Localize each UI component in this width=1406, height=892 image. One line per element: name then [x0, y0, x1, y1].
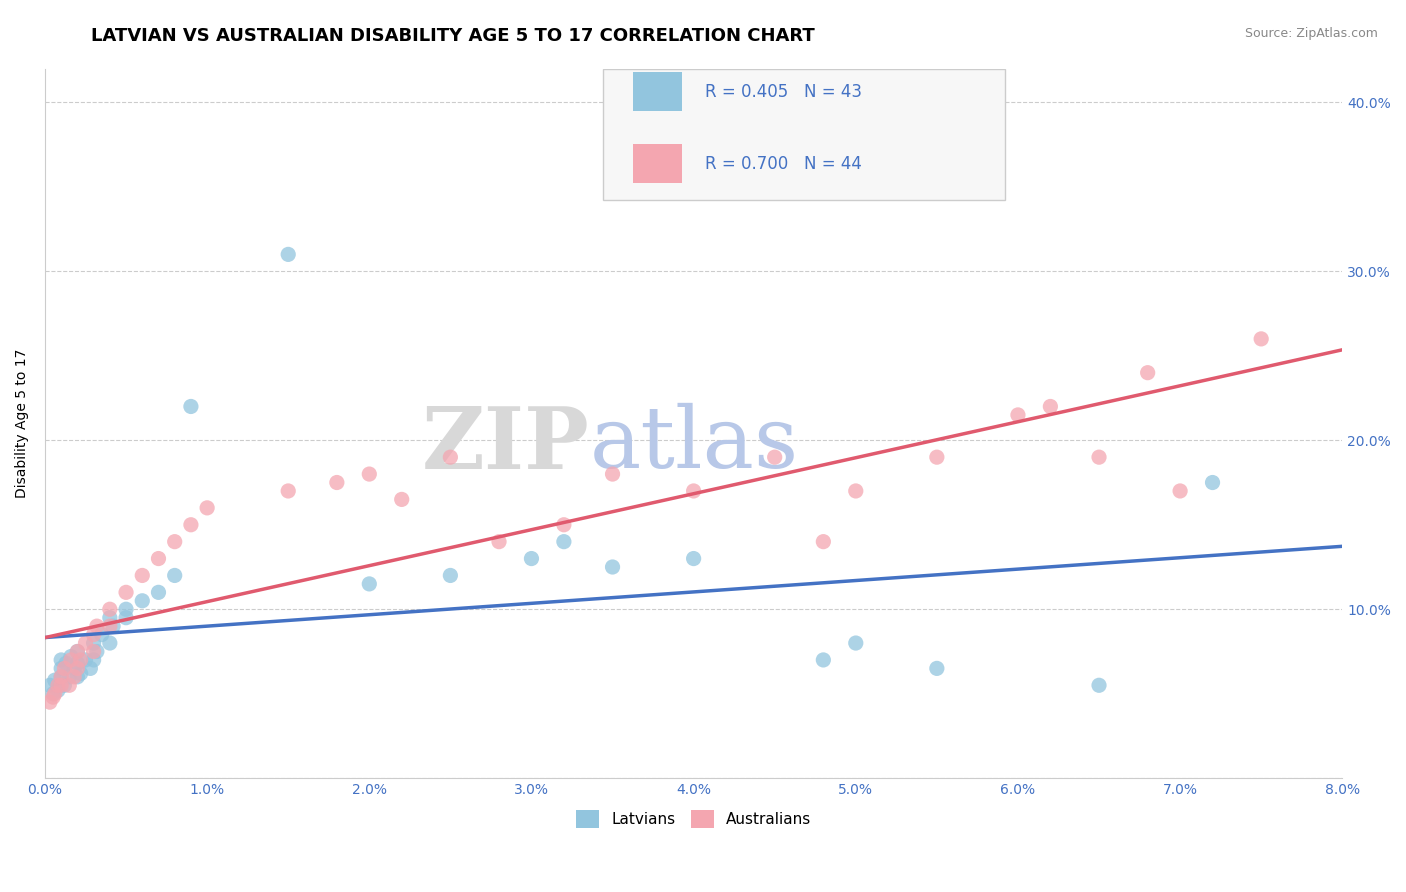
- Point: [1088, 678, 1111, 692]
- Point: [51, 661, 73, 675]
- Point: [59, 653, 82, 667]
- Point: [1039, 400, 1062, 414]
- Point: [42, 687, 65, 701]
- Text: ZIP: ZIP: [422, 402, 591, 487]
- Point: [38, 695, 60, 709]
- Point: [439, 568, 461, 582]
- Point: [53, 661, 76, 675]
- Point: [180, 517, 202, 532]
- Legend: Latvians, Australians: Latvians, Australians: [569, 804, 817, 834]
- Text: atlas: atlas: [591, 403, 799, 486]
- Point: [66, 644, 89, 658]
- Point: [1168, 483, 1191, 498]
- Point: [51, 653, 73, 667]
- Point: [925, 661, 948, 675]
- Point: [359, 467, 381, 481]
- Point: [115, 585, 138, 599]
- Point: [63, 661, 86, 675]
- Point: [83, 653, 105, 667]
- Point: [98, 602, 121, 616]
- Point: [602, 560, 624, 574]
- Point: [38, 678, 60, 692]
- Point: [163, 568, 186, 582]
- Point: [180, 400, 202, 414]
- Point: [1007, 408, 1029, 422]
- Point: [44, 673, 66, 688]
- Point: [602, 467, 624, 481]
- Point: [131, 568, 153, 582]
- Point: [98, 636, 121, 650]
- Point: [46, 683, 69, 698]
- FancyBboxPatch shape: [633, 72, 682, 112]
- Point: [66, 644, 89, 658]
- FancyBboxPatch shape: [633, 145, 682, 184]
- Point: [66, 670, 89, 684]
- Point: [69, 653, 91, 667]
- Point: [66, 657, 89, 671]
- Point: [391, 492, 413, 507]
- Point: [83, 644, 105, 658]
- Point: [86, 619, 108, 633]
- Point: [845, 483, 868, 498]
- Point: [148, 585, 170, 599]
- Text: LATVIAN VS AUSTRALIAN DISABILITY AGE 5 TO 17 CORRELATION CHART: LATVIAN VS AUSTRALIAN DISABILITY AGE 5 T…: [91, 27, 815, 45]
- Point: [55, 657, 77, 671]
- Text: R = 0.405   N = 43: R = 0.405 N = 43: [706, 83, 862, 101]
- Point: [1201, 475, 1223, 490]
- Point: [682, 483, 704, 498]
- Point: [1136, 366, 1159, 380]
- Point: [69, 666, 91, 681]
- Point: [553, 534, 575, 549]
- Point: [488, 534, 510, 549]
- Point: [277, 247, 299, 261]
- Point: [148, 551, 170, 566]
- Point: [46, 678, 69, 692]
- Point: [51, 670, 73, 684]
- Point: [75, 636, 97, 650]
- Point: [763, 450, 786, 465]
- Point: [115, 610, 138, 624]
- Point: [75, 653, 97, 667]
- Point: [58, 678, 80, 692]
- Point: [163, 534, 186, 549]
- Point: [98, 610, 121, 624]
- Point: [86, 644, 108, 658]
- Point: [115, 602, 138, 616]
- Point: [101, 619, 124, 633]
- Point: [326, 475, 349, 490]
- Point: [83, 627, 105, 641]
- Point: [195, 500, 218, 515]
- FancyBboxPatch shape: [603, 69, 1005, 200]
- Point: [682, 551, 704, 566]
- Point: [42, 690, 65, 705]
- Point: [90, 627, 112, 641]
- Point: [79, 661, 101, 675]
- Point: [63, 670, 86, 684]
- Point: [66, 661, 89, 675]
- Point: [813, 653, 835, 667]
- Point: [359, 577, 381, 591]
- Point: [520, 551, 543, 566]
- Point: [1250, 332, 1272, 346]
- Point: [845, 636, 868, 650]
- Point: [439, 450, 461, 465]
- Point: [98, 619, 121, 633]
- Point: [53, 678, 76, 692]
- Point: [58, 670, 80, 684]
- Point: [51, 670, 73, 684]
- Point: [1088, 450, 1111, 465]
- Text: Source: ZipAtlas.com: Source: ZipAtlas.com: [1244, 27, 1378, 40]
- Y-axis label: Disability Age 5 to 17: Disability Age 5 to 17: [15, 349, 30, 498]
- Text: R = 0.700   N = 44: R = 0.700 N = 44: [706, 155, 862, 173]
- Point: [44, 687, 66, 701]
- Point: [553, 517, 575, 532]
- Point: [925, 450, 948, 465]
- Point: [277, 483, 299, 498]
- Point: [813, 534, 835, 549]
- Point: [131, 594, 153, 608]
- Point: [59, 649, 82, 664]
- Point: [51, 678, 73, 692]
- Point: [83, 636, 105, 650]
